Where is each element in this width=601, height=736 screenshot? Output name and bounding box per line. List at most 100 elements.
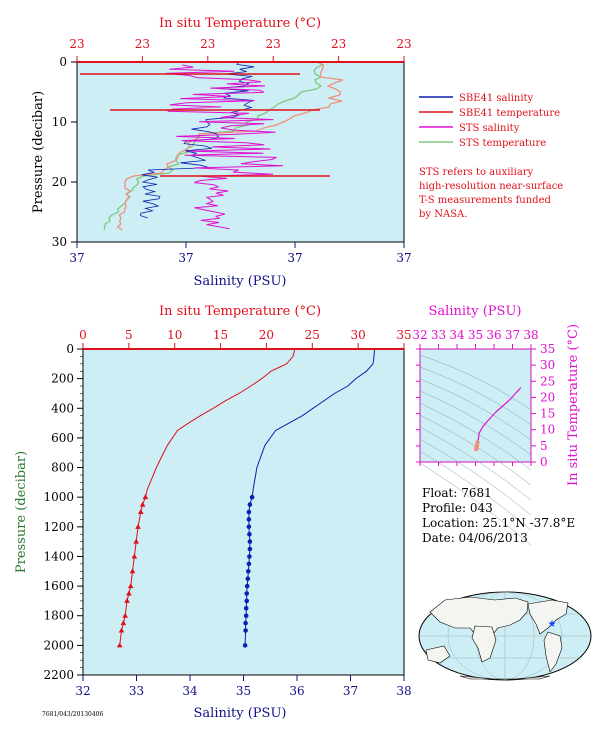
map-land [425,596,569,681]
salinity-point [247,502,253,507]
ts-density-contour [419,390,532,456]
sts-note: STS refers to auxiliary high-resolution … [419,167,563,220]
ts-y-tick-label: 0 [540,455,548,469]
ts-point [474,446,479,452]
main-y-tick-label: 1000 [43,490,74,504]
main-x2-tick-label: 35 [396,328,411,342]
salinity-point [247,554,252,559]
main-x2-tick-label: 30 [351,328,366,342]
ts-y-tick-label: 5 [540,439,548,453]
temperature-point [116,642,123,648]
top-axes: 23 23 23 23 23 23 37 37 37 37 0 10 20 30 [52,37,412,265]
salinity-point [249,494,255,500]
map-land-asia-europe [429,596,529,641]
footer-code: 7681/043/20130406 [42,711,103,718]
main-plot-series [116,348,376,648]
legend-label-sbe41-temperature: SBE41 temperature [459,108,560,119]
top-x-tick-label: 37 [287,251,302,265]
top-x2-tick-label: 23 [266,37,281,51]
top-y-tick-label: 20 [52,175,67,189]
temperature-point [120,620,127,626]
ts-panel-temperature-label: In situ Temperature (°C) [566,324,581,486]
main-axes: 0 5 10 15 20 25 30 35 32 33 34 35 36 37 38 0 200 400 600 80… [43,328,411,698]
ts-x-tick-label: 33 [431,328,446,342]
info-profile: Profile: 043 [422,501,493,515]
ts-y-tick-label: 25 [540,374,555,388]
salinity-point [247,546,253,552]
main-x-tick-label: 33 [129,684,144,698]
main-x2-tick-label: 15 [213,328,228,342]
temperature-point [142,494,149,500]
top-y-tick-label: 30 [52,235,67,249]
main-y-tick-label: 200 [51,372,74,386]
top-panel: 23 23 23 23 23 23 37 37 37 37 0 10 20 30 In situ Temp… [31,16,563,289]
sts-note-line-4: by NASA. [419,209,467,220]
top-x-tick-label: 37 [396,251,411,265]
main-x2-tick-label: 25 [305,328,320,342]
salinity-point [244,591,249,596]
temperature-point [135,523,141,529]
salinity-point [246,524,252,530]
top-series-sbe41-temperature [116,61,344,231]
float-location-marker: ★ [548,619,557,630]
info-float: Float: 7681 [422,486,492,500]
map-land-africa [471,625,497,663]
ts-density-contour [419,462,532,546]
main-series-temperature-line [119,348,296,646]
top-x2-tick-label: 23 [331,37,346,51]
ts-x-tick-label: 34 [449,328,465,342]
main-y-tick-label: 2200 [43,668,74,682]
top-x-tick-label: 37 [69,251,84,265]
salinity-point [246,569,251,574]
salinity-point [246,517,252,522]
main-y-tick-label: 1600 [43,579,74,593]
main-x2-tick-label: 20 [259,328,274,342]
ts-density-contour [419,366,532,426]
temperature-point [124,597,130,603]
map-land-south-america [543,631,563,673]
main-y-tick-label: 1200 [43,520,74,534]
salinity-point [246,561,252,567]
main-x-tick-label: 35 [236,684,251,698]
main-x-tick-label: 37 [343,684,358,698]
ts-x-tick-label: 35 [468,328,483,342]
ts-plot-series [419,354,532,546]
salinity-point [246,509,252,515]
top-x-tick-label: 37 [178,251,193,265]
main-y-tick-label: 800 [51,461,74,475]
map-land-australia [425,645,451,664]
salinity-point [247,539,253,544]
ts-y-tick-label: 35 [540,342,555,356]
main-panel-pressure-label: Pressure (decibar) [14,451,29,573]
main-y-tick-label: 400 [51,401,74,415]
salinity-point [243,613,249,618]
temperature-point [126,590,132,596]
main-plot-area [82,348,405,676]
top-legend: SBE41 salinity SBE41 temperature STS sal… [419,93,560,149]
main-x2-tick-label: 10 [167,328,182,342]
salinity-point [243,628,248,633]
main-x-tick-label: 32 [75,684,90,698]
ts-point [475,440,480,445]
top-y-tick-label: 10 [52,115,67,129]
main-panel: 0 5 10 15 20 25 30 35 32 33 34 35 36 37 38 0 200 400 600 80… [14,304,412,721]
sts-note-line-3: T-S measurements funded [419,195,551,206]
ts-density-contour [419,402,532,471]
ts-x-tick-label: 37 [505,328,520,342]
main-x-tick-label: 36 [289,684,304,698]
temperature-point [118,627,125,633]
ts-y-tick-label: 15 [540,407,555,421]
ts-density-contour [419,426,532,501]
top-x2-tick-label: 23 [69,37,84,51]
ts-density-contour [419,378,532,441]
salinity-point [244,598,249,604]
top-x2-tick-label: 23 [200,37,215,51]
salinity-point [243,606,249,611]
world-map: ★ [418,591,592,681]
main-x2-tick-label: 5 [125,328,133,342]
info-date: Date: 04/06/2013 [422,531,528,545]
top-panel-temperature-title: In situ Temperature (°C) [159,16,321,31]
main-y-tick-label: 1800 [43,609,74,623]
